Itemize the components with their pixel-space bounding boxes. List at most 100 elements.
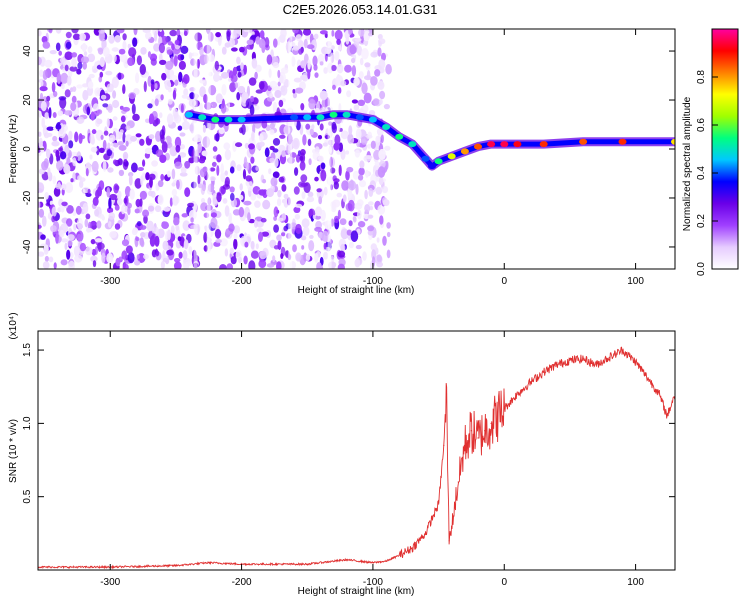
ridge-point — [579, 138, 588, 145]
colorbar-tick-label: 0.4 — [696, 166, 707, 180]
ridge-point — [500, 141, 509, 148]
spectrogram-y-axis: -40 -20 0 20 40 — [22, 45, 675, 254]
snr-line — [38, 346, 675, 570]
snr-point — [516, 393, 519, 395]
ridge-point — [368, 116, 377, 123]
ridge-point — [342, 111, 351, 118]
snr-point — [431, 518, 433, 520]
ridge-point — [303, 114, 312, 121]
y-tick-label: 1.0 — [22, 416, 33, 430]
snr-y-axis-label: SNR (10 * v/v) — [8, 419, 19, 483]
snr-point — [621, 349, 624, 351]
y-tick-label: 0 — [22, 146, 33, 152]
ridge-point — [618, 138, 627, 145]
y-tick-label: -20 — [22, 190, 33, 205]
snr-point — [595, 364, 597, 366]
snr-point — [398, 554, 400, 556]
x-tick-label: 100 — [627, 276, 644, 287]
ridge-point — [382, 124, 391, 130]
snr-point — [582, 358, 584, 360]
frequency-ridge — [184, 110, 675, 171]
spectrogram-x-axis-label: Height of straight line (km) — [298, 285, 415, 296]
ridge-core — [186, 112, 675, 169]
ridge-point — [671, 138, 675, 145]
ridge-point — [290, 114, 299, 121]
snr-plot-area — [38, 346, 675, 570]
snr-point — [648, 378, 650, 380]
noise-gap — [288, 29, 293, 269]
snr-point — [608, 356, 610, 358]
ridge-point — [237, 116, 246, 123]
ridge-point — [316, 114, 325, 121]
figure-title: C2E5.2026.053.14.01.G31 — [283, 2, 438, 17]
x-tick-label: 100 — [627, 577, 644, 588]
snr-point — [556, 364, 558, 366]
colorbar-tick-label: 0.0 — [696, 262, 707, 276]
colorbar-tick-label: 0.8 — [696, 70, 707, 84]
x-tick-label: -200 — [232, 276, 252, 287]
snr-point — [490, 422, 492, 424]
ridge-point — [474, 143, 482, 150]
snr-point — [470, 430, 472, 432]
colorbar-bar — [711, 28, 739, 270]
snr-point — [443, 444, 445, 446]
ridge-point — [408, 141, 417, 148]
snr-point — [372, 562, 374, 564]
x-tick-label: 0 — [501, 276, 507, 287]
colorbar-tick-label: 0.6 — [696, 118, 707, 132]
ridge-point — [355, 114, 364, 121]
snr-series — [38, 346, 675, 570]
y-tick-label: 1.5 — [22, 343, 33, 357]
snr-point — [529, 381, 532, 383]
y-tick-label: 0.5 — [22, 489, 33, 503]
noise-gap — [193, 29, 198, 269]
spectrogram-x-axis: -300 -200 -100 0 100 — [100, 29, 644, 287]
spectrogram-plot-area — [38, 29, 675, 269]
snr-x-axis-label: Height of straight line (km) — [298, 586, 415, 597]
x-tick-label: -300 — [100, 276, 120, 287]
ridge-point — [539, 141, 548, 148]
ridge-point — [487, 141, 496, 148]
snr-point — [666, 415, 668, 417]
ridge-point — [329, 111, 338, 118]
snr-y-axis: 0.5 1.0 1.5 — [22, 343, 675, 504]
snr-frame — [37, 330, 676, 571]
ridge-point — [198, 114, 207, 121]
snr-point — [424, 532, 427, 534]
snr-point — [346, 559, 348, 561]
snr-point — [658, 393, 660, 395]
colorbar-label: Normalized spectral amplitude — [682, 96, 693, 231]
ridge-point — [395, 133, 404, 140]
snr-point — [306, 563, 308, 565]
snr-point — [208, 562, 210, 564]
x-tick-label: -200 — [232, 577, 252, 588]
ridge-point — [224, 116, 233, 123]
snr-point — [464, 444, 466, 446]
x-tick-label: -100 — [363, 276, 383, 287]
snr-point — [448, 540, 450, 542]
snr-point — [451, 525, 453, 527]
snr-scale-label: (x10⁴) — [8, 312, 19, 339]
snr-point — [445, 393, 448, 395]
noise-gap — [327, 29, 332, 269]
snr-panel: -300 -200 -100 0 100 0.5 1.0 1.5 Height of str… — [8, 312, 676, 597]
ridge-point — [460, 148, 469, 155]
x-tick-label: 0 — [501, 577, 507, 588]
snr-x-axis: -300 -200 -100 0 100 — [100, 331, 644, 588]
snr-point — [411, 547, 413, 549]
y-tick-label: -40 — [22, 239, 33, 254]
snr-point — [438, 503, 440, 505]
spectrogram-y-axis-label: Frequency (Hz) — [8, 115, 19, 184]
ridge-point — [447, 153, 456, 160]
x-tick-label: -100 — [363, 577, 383, 588]
ridge-point — [513, 141, 522, 148]
y-tick-label: 20 — [22, 94, 33, 106]
snr-point — [175, 565, 177, 567]
noise-gap — [206, 29, 211, 269]
ridge-point — [211, 116, 220, 123]
snr-point — [569, 359, 571, 361]
ridge-point — [434, 158, 443, 165]
ridge-point — [421, 155, 430, 162]
ridge-point — [185, 111, 193, 118]
